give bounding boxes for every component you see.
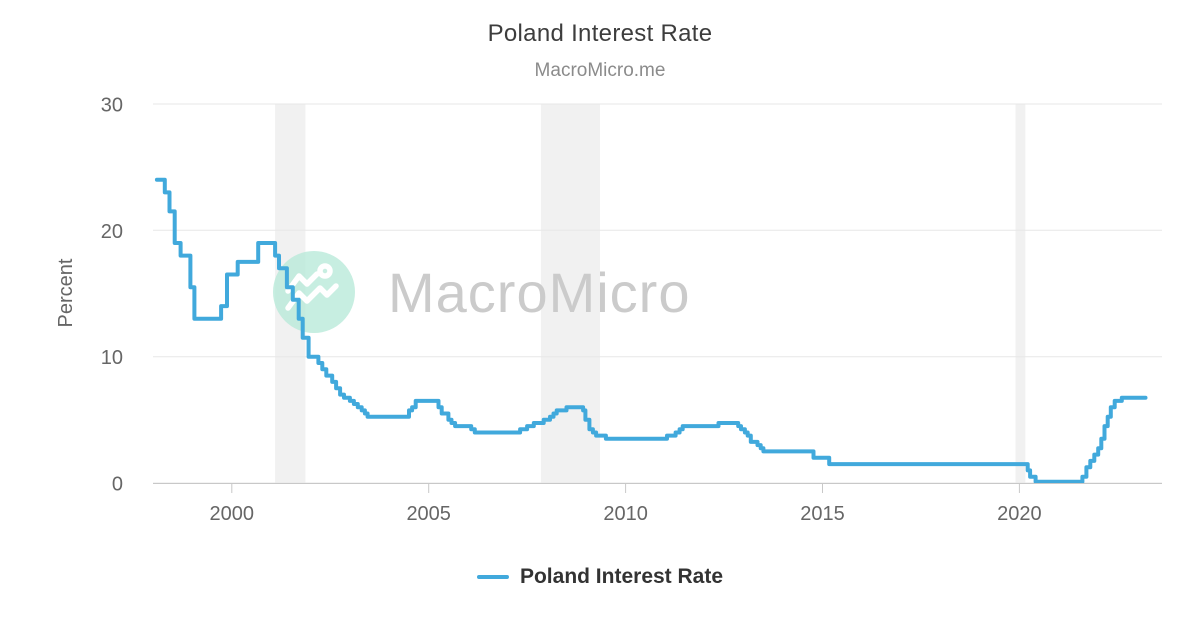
recession-band [1015,104,1026,483]
chart-title: Poland Interest Rate [487,20,713,47]
chart-subtitle: MacroMicro.me [534,60,666,81]
y-axis-tick-label: 0 [112,474,123,496]
macromicro-zigzag-icon [285,263,339,311]
x-axis-tick-label: 2015 [800,503,845,525]
legend: Poland Interest Rate [0,562,1200,592]
legend-swatch [476,575,509,579]
x-axis-tick-label: 2020 [997,503,1042,525]
legend-label: Poland Interest Rate [519,565,724,588]
axis-layer: 0 10 20 30 2000 2005 2010 2015 2020 [101,95,1162,525]
x-axis-tick-label: 2000 [210,503,255,525]
watermark: MacroMicro [273,251,690,333]
y-axis-title: Percent [55,258,77,327]
x-axis-tick-label: 2010 [603,503,648,525]
y-axis-tick-label: 30 [101,95,123,117]
legend-item-poland-interest-rate[interactable]: Poland Interest Rate [476,565,724,589]
watermark-brand-text: MacroMicro [388,261,690,324]
y-axis-tick-label: 10 [101,347,123,369]
y-axis-tick-label: 20 [101,221,123,243]
x-axis-tick-label: 2005 [406,503,451,525]
series-line-poland-interest-rate[interactable] [154,177,1148,484]
series-layer [154,177,1148,484]
